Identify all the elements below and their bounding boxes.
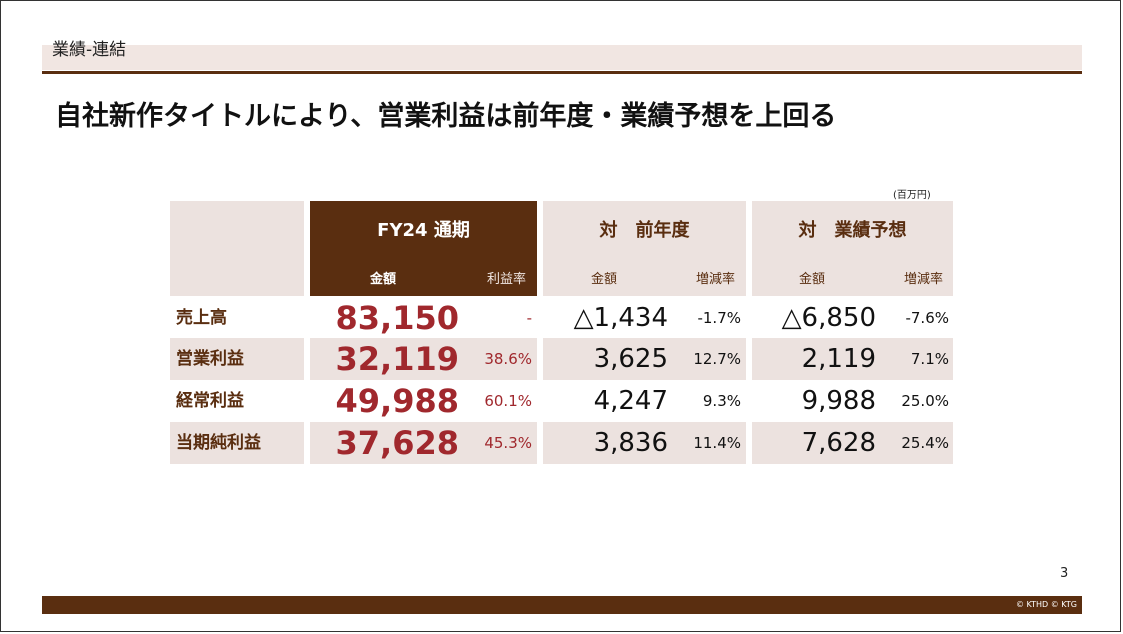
header-prev-rate: 増減率	[696, 272, 736, 287]
fy24-margin: -	[526, 309, 532, 327]
prev-year-amount: △1,434	[573, 303, 668, 333]
fy24-amount: 37,628	[335, 424, 459, 462]
header-forecast-title: 対 業績予想	[798, 220, 907, 241]
header-corner-cell	[170, 201, 304, 296]
header-fy24-cell	[310, 201, 537, 296]
forecast-rate: 7.1%	[910, 350, 949, 368]
forecast-amount: 9,988	[801, 386, 876, 416]
fy24-margin: 38.6%	[484, 350, 532, 368]
fy24-amount: 83,150	[335, 299, 459, 337]
row-label: 営業利益	[176, 349, 244, 369]
prev-year-amount: 3,836	[593, 428, 668, 458]
forecast-amount: △6,850	[781, 303, 876, 333]
header-fc-amount: 金額	[799, 272, 826, 287]
header-fc-rate: 増減率	[904, 272, 944, 287]
prev-year-amount: 4,247	[593, 386, 668, 416]
header-prev-year-cell	[543, 201, 746, 296]
row-bg	[543, 422, 746, 464]
row-bg	[310, 422, 537, 464]
row-bg	[752, 338, 953, 380]
header-fy24-amount: 金額	[370, 272, 397, 287]
row-label: 売上高	[176, 308, 227, 328]
fy24-amount: 49,988	[335, 382, 459, 420]
forecast-rate: -7.6%	[905, 309, 949, 327]
row-bg	[170, 338, 304, 380]
row-label: 当期純利益	[176, 433, 261, 453]
header-forecast-cell	[752, 201, 953, 296]
slide-headline: 自社新作タイトルにより、営業利益は前年度・業績予想を上回る	[55, 101, 837, 132]
fy24-margin: 45.3%	[484, 434, 532, 452]
fy24-margin: 60.1%	[484, 392, 532, 410]
prev-year-rate: -1.7%	[697, 309, 741, 327]
row-bg	[543, 338, 746, 380]
copyright-notice: © KTHD © KTG	[1015, 600, 1077, 609]
header-fy24-rate: 利益率	[487, 272, 527, 287]
header-prev-year-title: 対 前年度	[599, 220, 690, 241]
prev-year-rate: 12.7%	[693, 350, 741, 368]
forecast-rate: 25.0%	[901, 392, 949, 410]
prev-year-amount: 3,625	[593, 344, 668, 374]
header-fy24-title: FY24 通期	[377, 220, 470, 241]
header-prev-amount: 金額	[591, 272, 618, 287]
footer-bar	[42, 596, 1082, 614]
fy24-amount: 32,119	[335, 340, 459, 378]
unit-label: (百万円)	[893, 190, 931, 201]
row-bg	[752, 422, 953, 464]
prev-year-rate: 11.4%	[693, 434, 741, 452]
row-label: 経常利益	[176, 391, 244, 411]
row-bg	[170, 422, 304, 464]
section-divider	[42, 71, 1082, 74]
row-bg	[310, 338, 537, 380]
forecast-amount: 7,628	[801, 428, 876, 458]
prev-year-rate: 9.3%	[702, 392, 741, 410]
section-header-bar	[42, 45, 1082, 70]
forecast-amount: 2,119	[801, 344, 876, 374]
section-label: 業績-連結	[52, 40, 127, 60]
forecast-rate: 25.4%	[901, 434, 949, 452]
page-number: 3	[1060, 566, 1069, 581]
